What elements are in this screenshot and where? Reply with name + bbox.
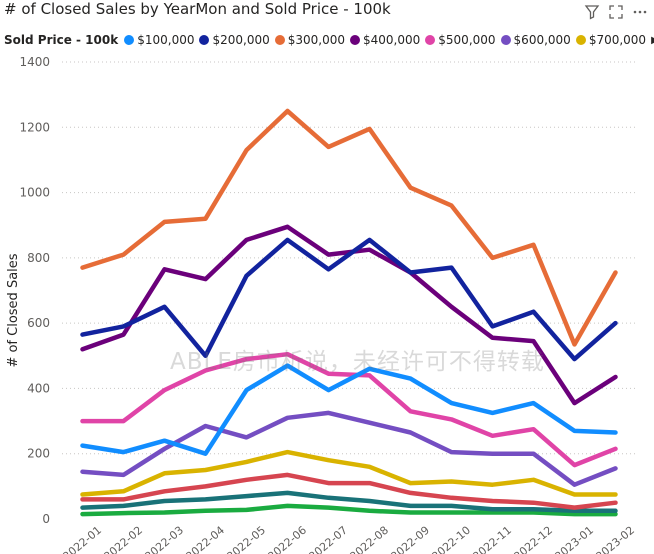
legend-label: $400,000 bbox=[363, 33, 421, 47]
more-options-icon[interactable] bbox=[632, 4, 648, 20]
legend-marker bbox=[199, 35, 210, 45]
x-tick-label: 2022-04 bbox=[183, 524, 227, 554]
series-line bbox=[80, 108, 618, 347]
x-tick-label: 2022-07 bbox=[306, 524, 350, 554]
legend-item[interactable]: $300,000 bbox=[274, 33, 346, 47]
x-tick-label: 2022-11 bbox=[470, 524, 514, 554]
legend-marker bbox=[500, 35, 511, 45]
y-tick-label: 0 bbox=[42, 512, 50, 526]
filter-icon[interactable] bbox=[584, 4, 600, 20]
y-tick-label: 600 bbox=[27, 316, 50, 330]
legend-label: $500,000 bbox=[438, 33, 496, 47]
x-tick-label: 2022-08 bbox=[347, 524, 391, 554]
y-axis-title: # of Closed Sales bbox=[6, 253, 21, 367]
series-line bbox=[80, 449, 618, 497]
y-tick-label: 1200 bbox=[19, 120, 50, 134]
legend-item[interactable]: $500,000 bbox=[425, 33, 496, 47]
legend-marker bbox=[425, 35, 436, 45]
legend-marker bbox=[124, 35, 135, 45]
watermark: ABLE房市析说，未经许可不得转载 bbox=[170, 349, 545, 375]
x-tick-label: 2023-01 bbox=[552, 524, 596, 554]
y-tick-label: 400 bbox=[27, 381, 50, 395]
legend-marker bbox=[575, 35, 586, 45]
y-tick-label: 1400 bbox=[19, 55, 50, 69]
x-tick-label: 2022-03 bbox=[142, 524, 186, 554]
legend-label: $100,000 bbox=[137, 33, 195, 47]
y-tick-label: 200 bbox=[27, 447, 50, 461]
series-line bbox=[80, 472, 618, 510]
legend-label: $200,000 bbox=[212, 33, 270, 47]
visual-toolbar bbox=[584, 4, 648, 20]
series-line bbox=[80, 490, 618, 514]
series-line bbox=[80, 237, 618, 362]
legend-label: $300,000 bbox=[287, 33, 346, 47]
chart-title: # of Closed Sales by YearMon and Sold Pr… bbox=[4, 0, 391, 18]
focus-mode-icon[interactable] bbox=[608, 4, 624, 20]
legend-label: $700,000 bbox=[588, 33, 647, 47]
x-tick-label: 2022-12 bbox=[511, 524, 555, 554]
legend-label: $600,000 bbox=[513, 33, 571, 47]
legend-items: $100,000 $200,000 $300,000 $400,000 $500,000… bbox=[124, 33, 651, 47]
series-line bbox=[80, 363, 618, 456]
legend-next-arrow-icon[interactable]: ▶ bbox=[651, 35, 654, 46]
legend-item[interactable]: $600,000 bbox=[500, 33, 571, 47]
legend-marker bbox=[274, 35, 285, 45]
legend: Sold Price - 100k $100,000 $200,000 $300,0… bbox=[4, 31, 654, 49]
legend-item[interactable]: $100,000 bbox=[124, 33, 194, 47]
x-tick-label: 2022-09 bbox=[388, 524, 432, 554]
x-tick-label: 2022-06 bbox=[265, 524, 309, 554]
x-tick-label: 2023-02 bbox=[593, 524, 637, 554]
legend-title: Sold Price - 100k bbox=[4, 33, 119, 47]
legend-marker bbox=[350, 35, 361, 45]
legend-item[interactable]: $200,000 bbox=[199, 33, 270, 47]
x-tick-label: 2022-10 bbox=[429, 524, 473, 554]
x-tick-label: 2022-01 bbox=[60, 524, 104, 554]
legend-item[interactable]: $400,000 bbox=[350, 33, 420, 47]
legend-item[interactable]: $700,000 bbox=[575, 33, 647, 47]
series-line bbox=[80, 351, 618, 468]
x-tick-label: 2022-02 bbox=[101, 524, 145, 554]
y-tick-label: 800 bbox=[27, 251, 50, 265]
x-tick-label: 2022-05 bbox=[224, 524, 268, 554]
series-line bbox=[80, 503, 618, 517]
y-tick-label: 1000 bbox=[19, 186, 50, 200]
